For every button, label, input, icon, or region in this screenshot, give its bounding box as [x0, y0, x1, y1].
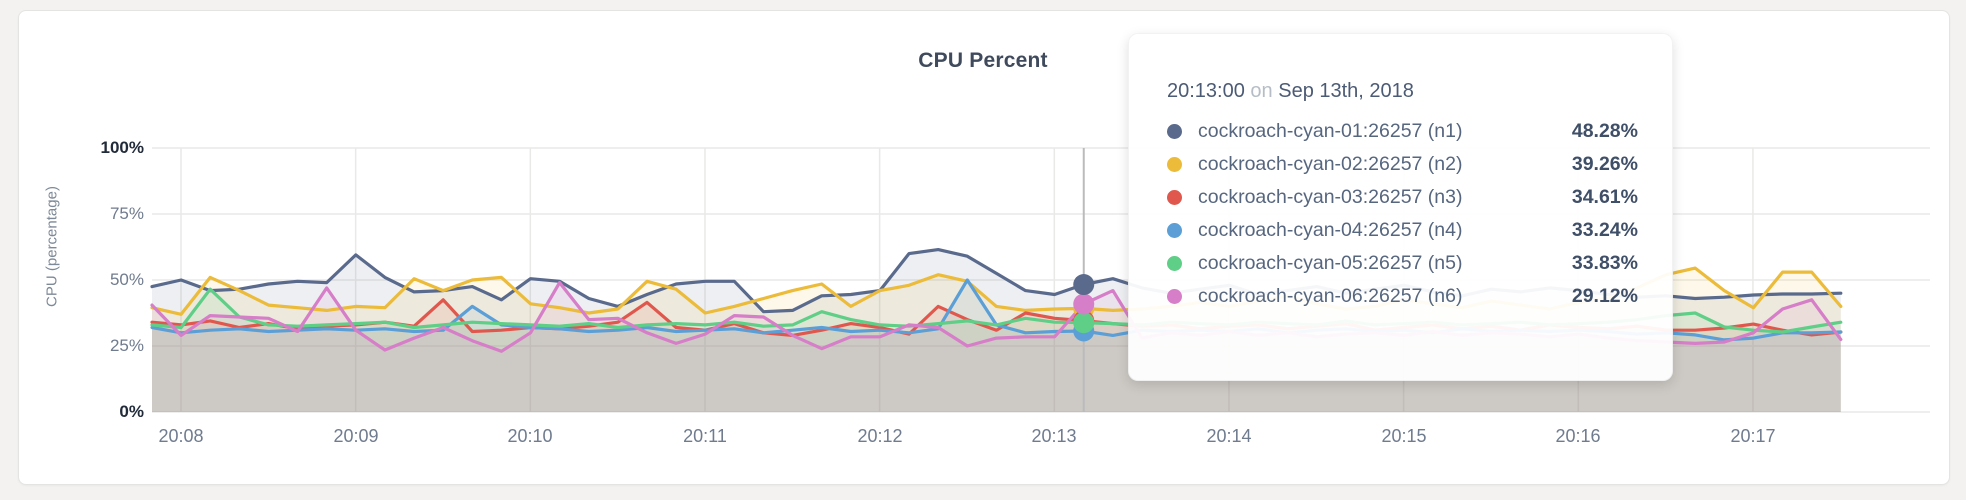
- y-tick-label-100: 100%: [100, 138, 144, 157]
- x-tick-label-2013: 20:13: [1031, 426, 1077, 446]
- series-name: cockroach-cyan-06:26257 (n6): [1198, 285, 1463, 307]
- series-color-dot: [1167, 124, 1182, 139]
- y-tick-label-0: 0%: [119, 402, 144, 421]
- tooltip-series-row: cockroach-cyan-01:26257 (n1) 48.28%: [1167, 115, 1638, 148]
- y-tick-label-75: 75%: [109, 204, 144, 223]
- tooltip-series-row: cockroach-cyan-06:26257 (n6) 29.12%: [1167, 280, 1638, 313]
- hover-dot: [1073, 312, 1095, 334]
- series-color-dot: [1167, 223, 1182, 238]
- hover-dot: [1073, 274, 1095, 296]
- x-tick-label-2016: 20:16: [1555, 426, 1601, 446]
- chart-tooltip: 20:13:00 on Sep 13th, 2018 cockroach-cya…: [1128, 33, 1673, 381]
- series-value: 29.12%: [1571, 285, 1638, 307]
- series-value: 39.26%: [1571, 153, 1638, 175]
- hover-dot: [1073, 293, 1095, 315]
- tooltip-series-row: cockroach-cyan-05:26257 (n5) 33.83%: [1167, 247, 1638, 280]
- y-tick-label-50: 50%: [109, 270, 144, 289]
- series-value: 33.83%: [1571, 252, 1638, 274]
- x-tick-label-2011: 20:11: [683, 426, 727, 446]
- series-value: 34.61%: [1571, 186, 1638, 208]
- series-name: cockroach-cyan-04:26257 (n4): [1198, 219, 1463, 241]
- series-name: cockroach-cyan-02:26257 (n2): [1198, 153, 1463, 175]
- chart-title: CPU Percent: [918, 49, 1048, 72]
- x-tick-label-2014: 20:14: [1206, 426, 1252, 446]
- series-color-dot: [1167, 157, 1182, 172]
- y-tick-label-25: 25%: [109, 336, 144, 355]
- x-tick-label-2010: 20:10: [507, 426, 553, 446]
- series-value: 33.24%: [1571, 219, 1638, 241]
- series-color-dot: [1167, 289, 1182, 304]
- tooltip-date: Sep 13th, 2018: [1278, 80, 1414, 102]
- series-color-dot: [1167, 256, 1182, 271]
- x-tick-label-2008: 20:08: [158, 426, 204, 446]
- tooltip-series-row: cockroach-cyan-02:26257 (n2) 39.26%: [1167, 148, 1638, 181]
- series-name: cockroach-cyan-01:26257 (n1): [1198, 120, 1463, 142]
- series-color-dot: [1167, 190, 1182, 205]
- tooltip-time: 20:13:00: [1167, 80, 1245, 102]
- x-tick-label-2015: 20:15: [1381, 426, 1427, 446]
- tooltip-connector: on: [1250, 80, 1273, 102]
- series-name: cockroach-cyan-03:26257 (n3): [1198, 186, 1463, 208]
- x-tick-label-2012: 20:12: [857, 426, 903, 446]
- x-tick-label-2017: 20:17: [1730, 426, 1776, 446]
- tooltip-series-row: cockroach-cyan-04:26257 (n4) 33.24%: [1167, 214, 1638, 247]
- series-name: cockroach-cyan-05:26257 (n5): [1198, 252, 1463, 274]
- x-tick-label-2009: 20:09: [333, 426, 379, 446]
- series-area: [152, 289, 1841, 412]
- tooltip-series-row: cockroach-cyan-03:26257 (n3) 34.61%: [1167, 181, 1638, 214]
- tooltip-timestamp: 20:13:00 on Sep 13th, 2018: [1167, 80, 1638, 103]
- series-value: 48.28%: [1571, 120, 1638, 142]
